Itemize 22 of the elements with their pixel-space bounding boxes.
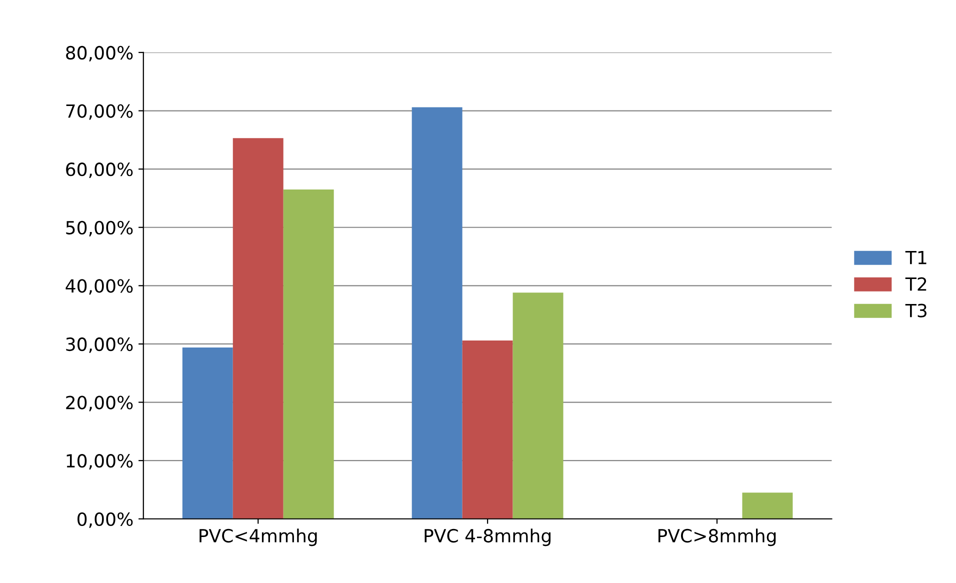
x-tick-label: PVC<4mmhg (200, 528, 317, 546)
x-tick-label: PVC>8mmhg (658, 528, 776, 546)
y-tick-label: 10,00% (66, 454, 133, 470)
bar (232, 138, 284, 519)
bar (412, 107, 462, 519)
bar (512, 292, 564, 519)
y-tick-label: 70,00% (66, 104, 133, 120)
x-tick-label: PVC 4-8mmhg (424, 528, 550, 546)
bar (182, 347, 233, 519)
legend-label: T2 (905, 277, 926, 291)
y-tick-label: 20,00% (66, 396, 133, 412)
bar (283, 189, 334, 519)
y-tick-label: 50,00% (66, 220, 133, 236)
y-tick-label: 0,00% (78, 512, 133, 528)
y-tick-label: 40,00% (66, 279, 133, 295)
y-tick-label: 60,00% (66, 162, 133, 178)
y-tick-label: 80,00% (66, 46, 133, 62)
y-tick-label: 30,00% (66, 337, 133, 353)
bar (462, 340, 513, 519)
bar (742, 492, 793, 519)
legend-label: T3 (905, 304, 926, 318)
legend-label: T1 (905, 250, 926, 264)
